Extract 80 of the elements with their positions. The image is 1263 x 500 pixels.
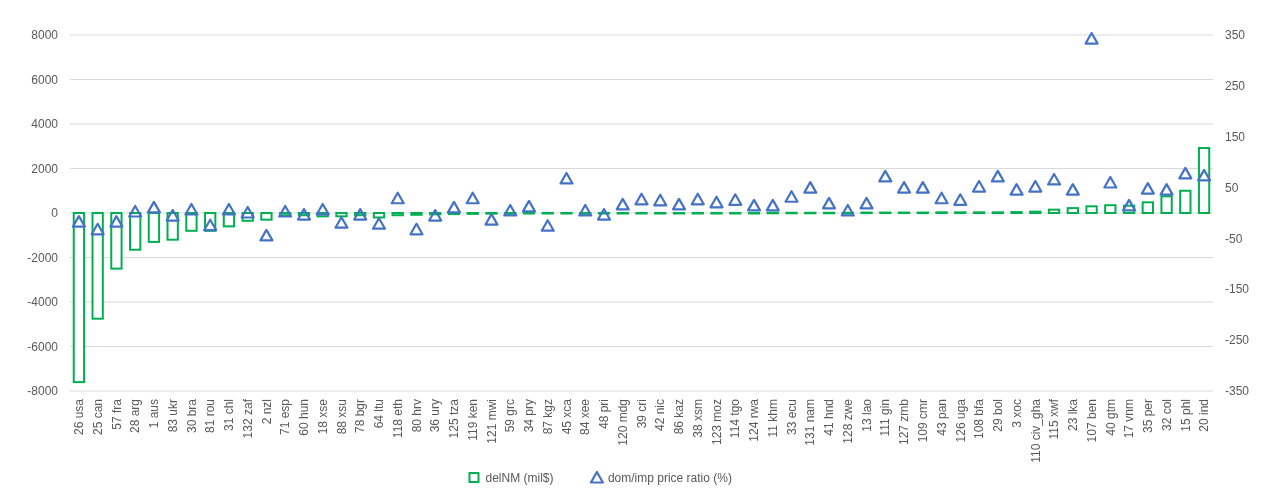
x-tick-label: 39 cri [634,399,649,429]
y-tick-label: 8000 [31,28,59,43]
x-tick-label: 29 bol [991,399,1006,432]
legend-label: dom/imp price ratio (%) [607,471,732,485]
x-tick-label: 115 xwf [1047,398,1062,440]
x-tick-label: 2 nzl [259,399,274,425]
x-tick-label: 45 xca [559,398,574,435]
x-tick-label: 120 mdg [615,399,630,446]
y2-tick-label: 50 [1225,180,1239,195]
y-tick-label: -6000 [27,339,59,354]
y2-tick-label: 350 [1225,28,1246,43]
x-tick-label: 87 kgz [540,399,555,435]
x-tick-label: 20 ind [1197,399,1212,432]
y2-tick-label: -250 [1225,333,1250,348]
y-tick-label: 4000 [31,117,59,132]
x-tick-label: 114 tgo [728,398,743,439]
x-tick-label: 15 phl [1178,399,1193,432]
x-tick-label: 86 kaz [672,399,687,435]
x-tick-label: 110 civ_gha [1028,398,1043,463]
x-tick-label: 17 vnm [1122,399,1137,439]
y-tick-label: -2000 [27,250,59,265]
x-tick-label: 41 hnd [822,399,837,436]
x-tick-label: 57 fra [109,398,124,430]
x-tick-label: 123 moz [709,399,724,446]
y2-tick-label: 250 [1225,79,1246,94]
x-tick-label: 119 ken [465,399,480,441]
x-tick-label: 124 rwa [747,398,762,442]
x-tick-label: 78 bgr [353,399,368,434]
x-tick-label: 25 can [90,399,105,436]
y-tick-label: -8000 [27,384,59,399]
x-tick-label: 3 xoc [1009,399,1024,428]
x-tick-label: 33 ecu [784,399,799,436]
x-tick-label: 38 xsm [690,399,705,438]
x-tick-label: 125 tza [447,398,462,439]
x-tick-label: 128 zwe [840,398,855,444]
x-tick-label: 1 aus [147,399,162,429]
x-tick-label: 83 ukr [165,399,180,433]
y-tick-label: 0 [51,206,59,221]
x-tick-label: 11 khm [765,399,780,438]
x-tick-label: 81 rou [203,399,218,434]
x-tick-label: 84 xee [578,398,593,436]
x-tick-label: 36 ury [428,399,443,433]
x-tick-label: 80 hrv [409,399,424,433]
x-tick-label: 34 pry [522,399,537,433]
y2-tick-label: -350 [1225,384,1250,399]
x-tick-label: 30 bra [184,398,199,434]
x-tick-label: 60 hun [297,399,312,436]
y2-tick-label: 150 [1225,129,1246,144]
x-tick-label: 107 ben [1084,399,1099,443]
legend-label: delNM (mil$) [485,471,554,485]
x-tick-label: 13 lao [859,398,874,432]
y2-tick-label: -50 [1225,231,1243,246]
x-tick-label: 111 gin [878,399,893,437]
x-tick-label: 71 esp [278,398,293,436]
x-tick-label: 127 zmb [897,398,912,446]
x-tick-label: 48 pri [597,399,612,430]
y-tick-label: 2000 [31,161,59,176]
x-tick-label: 108 bfa [972,398,987,440]
x-tick-label: 118 eth [390,399,405,439]
x-tick-label: 131 nam [803,399,818,446]
y-tick-label: -4000 [27,295,59,310]
x-tick-label: 18 xse [315,398,330,435]
x-tick-label: 23 lka [1066,398,1081,432]
y-tick-label: 6000 [31,72,59,87]
x-tick-label: 121 mwi [484,399,499,444]
x-tick-label: 59 grc [503,399,518,433]
x-tick-label: 64 ltu [372,399,387,429]
x-tick-label: 32 col [1159,399,1174,432]
x-tick-label: 26 usa [72,398,87,436]
x-tick-label: 126 uga [953,398,968,443]
x-tick-label: 40 gtm [1103,399,1118,436]
x-tick-label: 43 pan [934,399,949,436]
x-tick-label: 35 per [1141,399,1156,434]
x-tick-label: 42 nic [653,399,668,432]
y2-tick-label: -150 [1225,282,1250,297]
x-tick-label: 31 chl [222,399,237,432]
x-tick-label: 28 arg [128,399,143,434]
x-tick-label: 88 xsu [334,399,349,435]
x-tick-label: 132 zaf [240,398,255,439]
x-tick-label: 109 cmr [916,399,930,443]
